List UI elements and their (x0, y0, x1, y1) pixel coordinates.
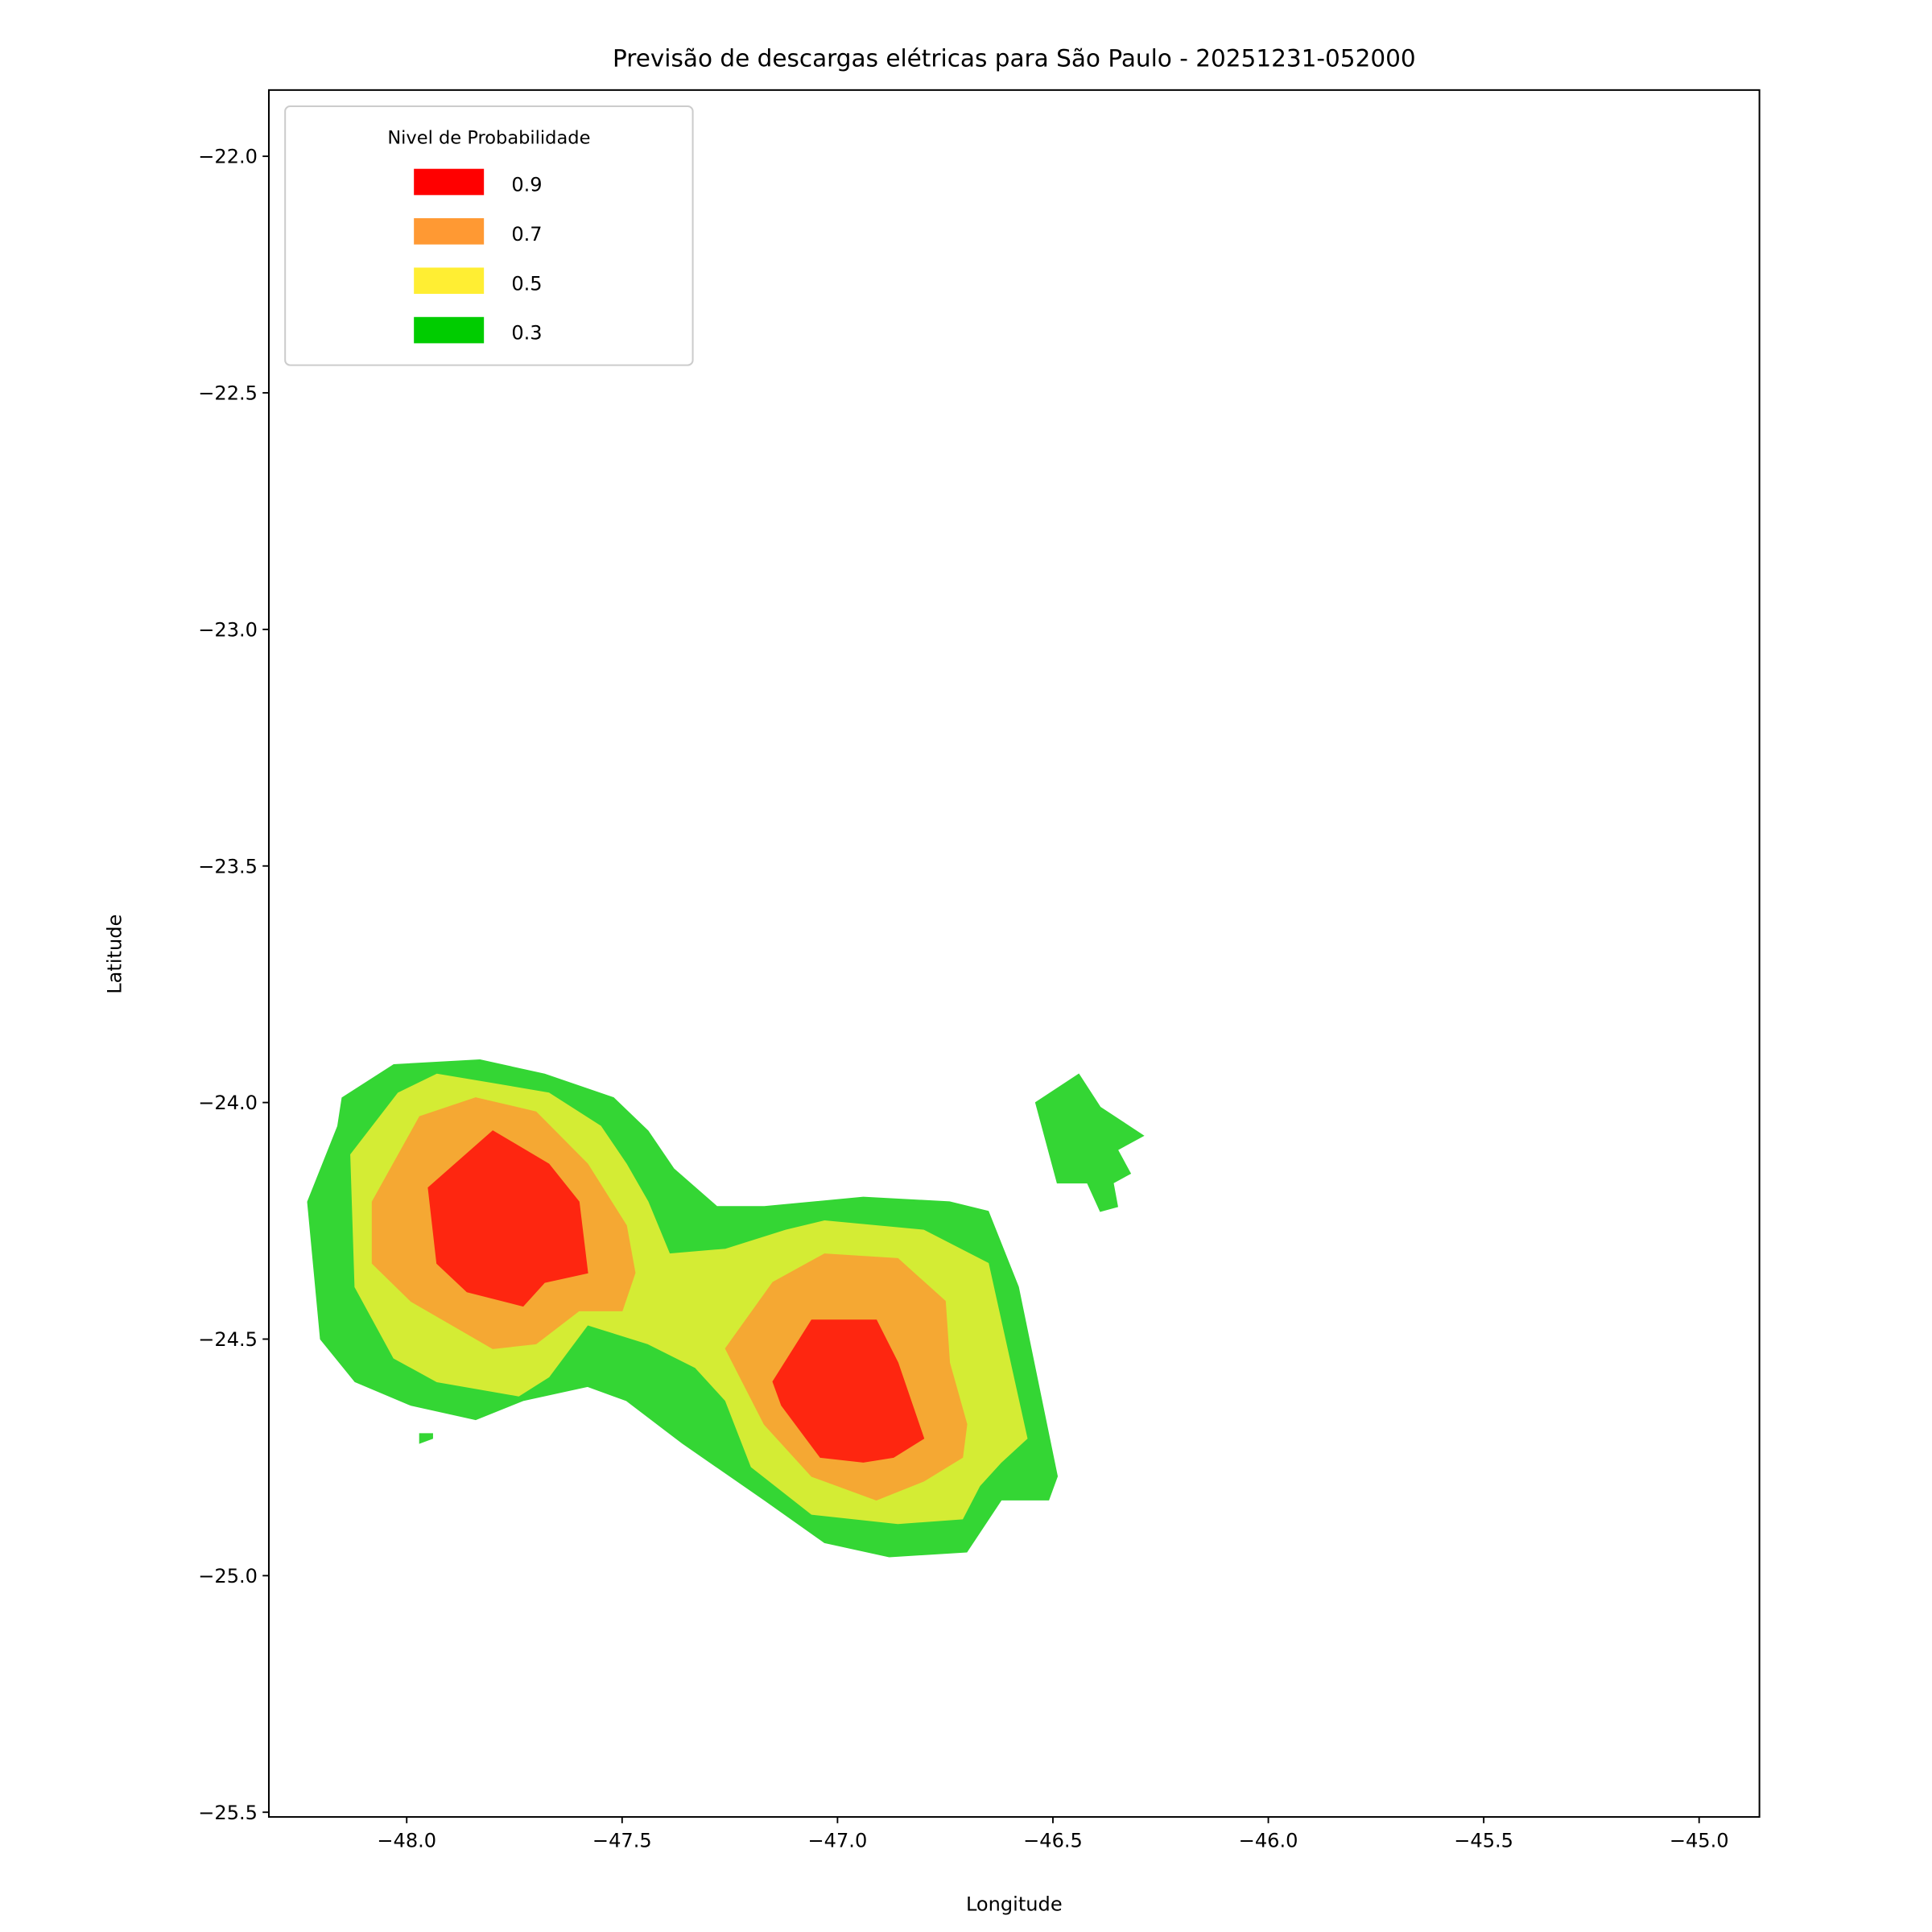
plot-area (307, 1059, 1145, 1558)
legend-title: Nivel de Probabilidade (387, 128, 590, 149)
contour-region-0.3-1 (1034, 1073, 1145, 1212)
legend-label: 0.9 (511, 174, 542, 196)
x-tick-label: −46.0 (1239, 1829, 1298, 1852)
x-tick-label: −45.0 (1670, 1829, 1729, 1852)
x-tick-label: −47.0 (808, 1829, 868, 1852)
y-tick-label: −24.5 (198, 1328, 258, 1351)
y-axis: −22.0 −22.5 −23.0 −23.5 −24.0 −24.5 −25.0 −25.5 (198, 146, 269, 1824)
legend-swatch-0.9 (414, 168, 485, 196)
x-tick-label: −45.5 (1454, 1829, 1513, 1852)
axes-frame (267, 89, 1761, 1818)
legend-swatch-0.7 (414, 218, 485, 245)
x-tick-label: −46.5 (1023, 1829, 1083, 1852)
contour-region-0.3-2 (419, 1433, 433, 1444)
x-axis-label: Longitude (966, 1893, 1063, 1916)
y-tick-label: −25.0 (198, 1565, 258, 1587)
y-tick-label: −22.0 (198, 146, 258, 168)
legend-box (284, 105, 694, 366)
legend: Nivel de Probabilidade 0.9 0.7 0.5 0.3 (284, 105, 694, 366)
y-tick-label: −23.0 (198, 618, 258, 641)
contour-region-0.9-1 (772, 1319, 925, 1463)
legend-swatch-0.5 (414, 267, 485, 295)
y-axis-label: Latitude (104, 914, 126, 994)
x-axis: −48.0 −47.5 −47.0 −46.5 −46.0 −45.5 −45.0 (377, 1817, 1729, 1852)
x-tick-label: −47.5 (592, 1829, 652, 1852)
legend-label: 0.7 (511, 223, 542, 246)
contour-region-0.9-0 (427, 1130, 588, 1307)
y-tick-label: −23.5 (198, 855, 258, 877)
y-tick-label: −25.5 (198, 1802, 258, 1824)
x-tick-label: −48.0 (377, 1829, 436, 1852)
y-tick-label: −22.5 (198, 382, 258, 405)
y-tick-label: −24.0 (198, 1092, 258, 1114)
legend-label: 0.3 (511, 322, 542, 345)
chart-title: Previsão de descargas elétricas para São… (613, 44, 1416, 72)
legend-label: 0.5 (511, 272, 542, 295)
legend-swatch-0.3 (414, 316, 485, 344)
